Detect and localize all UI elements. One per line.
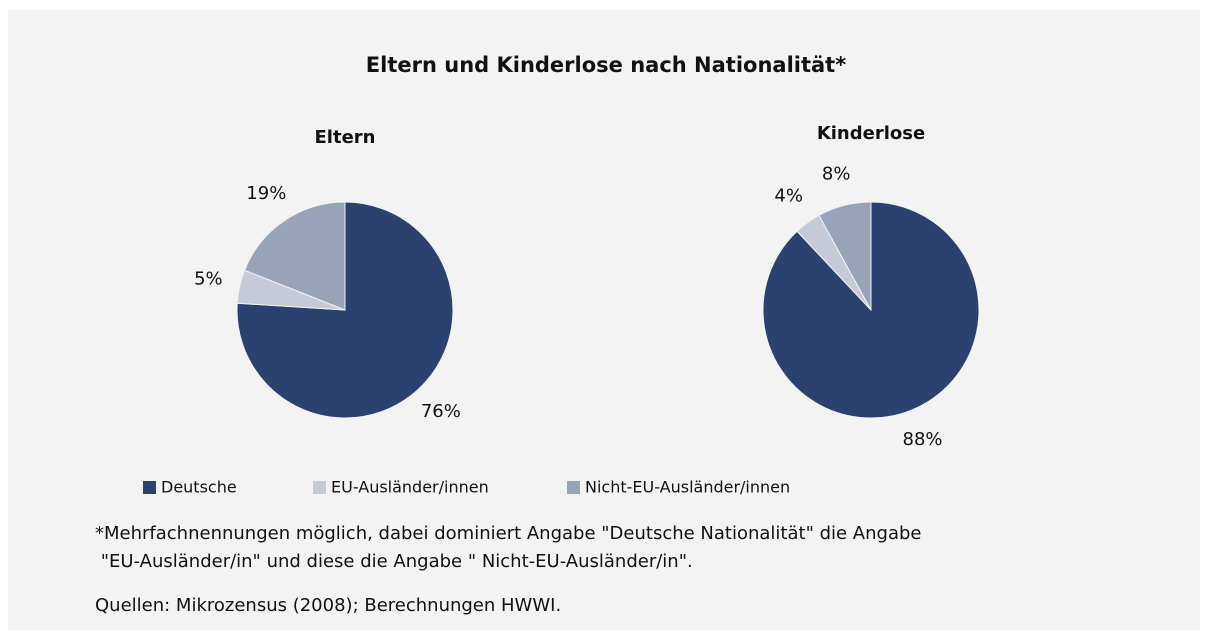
legend-label: Nicht-EU-Ausländer/innen [585, 478, 790, 497]
chart-title: Eltern und Kinderlose nach Nationalität* [366, 53, 846, 77]
note: *Mehrfachnennungen möglich, dabei domini… [95, 523, 921, 544]
legend-swatch [313, 481, 326, 494]
data-label: 88% [903, 429, 943, 450]
pie-slice [243, 201, 346, 311]
data-label: 8% [822, 163, 851, 184]
legend-label: EU-Ausländer/innen [331, 478, 489, 497]
data-label: 76% [421, 401, 461, 422]
data-label: 19% [246, 183, 286, 204]
source: Quellen: Mikrozensus (2008); Berechnunge… [95, 595, 561, 616]
pie-title: Eltern [315, 127, 376, 148]
pie-title: Kinderlose [817, 123, 925, 144]
pie-slice [236, 201, 454, 419]
panel [8, 10, 1200, 630]
note: "EU-Ausländer/in" und diese die Angabe "… [95, 551, 693, 572]
data-label: 4% [774, 186, 803, 207]
legend-label: Deutsche [161, 478, 237, 497]
legend-swatch [567, 481, 580, 494]
legend-swatch [143, 481, 156, 494]
pie-slice [818, 201, 872, 311]
data-label: 5% [194, 268, 223, 289]
